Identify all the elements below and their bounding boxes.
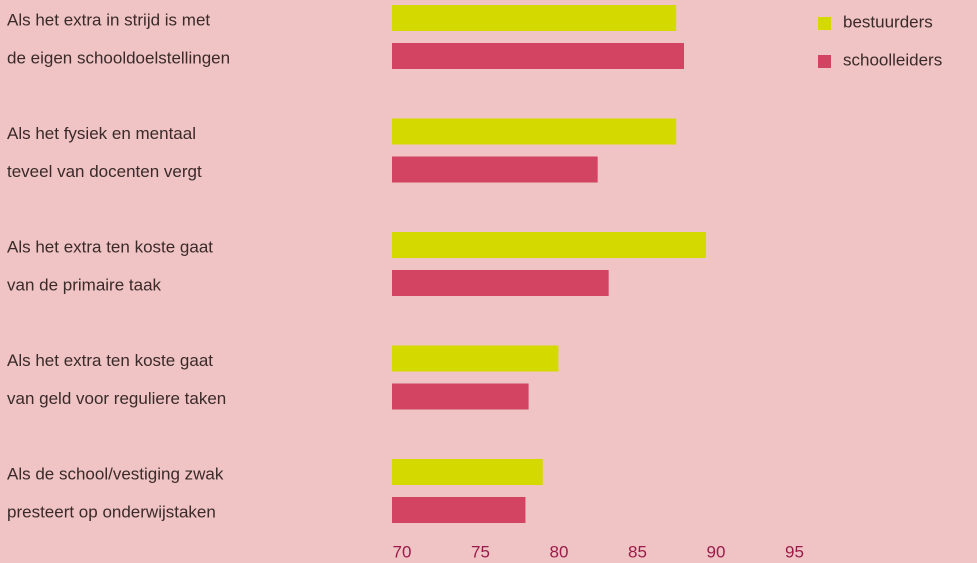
bar <box>392 5 677 31</box>
category-label: teveel van docenten vergt <box>7 162 202 181</box>
bar <box>392 118 677 145</box>
category-label: van geld voor reguliere taken <box>7 389 226 408</box>
category-label: Als het extra ten koste gaat <box>7 351 213 370</box>
x-tick-label: 95 <box>785 542 804 561</box>
bar <box>392 156 598 183</box>
category-label: Als het extra in strijd is met <box>7 10 210 29</box>
x-tick-label: 80 <box>550 542 569 561</box>
x-tick-label: 70 <box>393 542 412 561</box>
category-label: van de primaire taak <box>7 275 162 294</box>
legend-swatch <box>818 17 831 30</box>
legend-label: bestuurders <box>843 12 933 31</box>
bar <box>392 43 685 69</box>
x-tick-label: 85 <box>628 542 647 561</box>
bar <box>392 232 706 258</box>
x-tick-label: 75 <box>471 542 490 561</box>
bar <box>392 270 609 296</box>
x-tick-label: 90 <box>707 542 726 561</box>
legend-swatch <box>818 55 831 68</box>
category-label: Als de school/vestiging zwak <box>7 464 224 483</box>
category-label: de eigen schooldoelstellingen <box>7 48 230 67</box>
legend-label: schoolleiders <box>843 50 942 69</box>
bar <box>392 345 559 372</box>
bar <box>392 459 543 485</box>
category-label: Als het fysiek en mentaal <box>7 124 196 143</box>
category-label: Als het extra ten koste gaat <box>7 237 213 256</box>
bar <box>392 383 529 410</box>
category-label: presteert op onderwijstaken <box>7 502 216 521</box>
bar <box>392 497 526 523</box>
